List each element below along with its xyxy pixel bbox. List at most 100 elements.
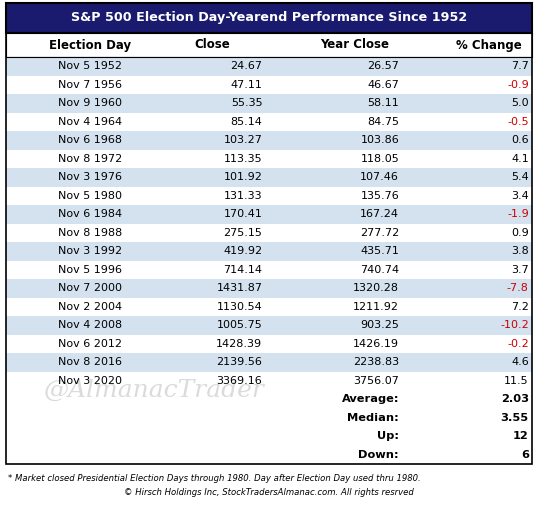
Text: 1320.28: 1320.28 <box>353 283 399 293</box>
Text: Nov 5 1996: Nov 5 1996 <box>58 265 122 275</box>
Text: 103.86: 103.86 <box>361 135 399 145</box>
Text: 58.11: 58.11 <box>368 98 399 108</box>
Bar <box>6 113 532 131</box>
Text: 275.15: 275.15 <box>224 228 262 238</box>
Text: Year Close: Year Close <box>320 38 389 52</box>
Text: Nov 5 1980: Nov 5 1980 <box>58 191 122 201</box>
Text: 1005.75: 1005.75 <box>217 320 262 330</box>
Bar <box>6 205 532 224</box>
Text: 170.41: 170.41 <box>224 209 262 219</box>
Text: Nov 7 2000: Nov 7 2000 <box>58 283 122 293</box>
Text: 103.27: 103.27 <box>224 135 262 145</box>
Bar <box>6 3 532 33</box>
Text: Election Day: Election Day <box>49 38 131 52</box>
Text: Median:: Median: <box>347 413 399 423</box>
Text: * Market closed Presidential Election Days through 1980. Day after Election Day : * Market closed Presidential Election Da… <box>8 474 421 483</box>
Text: 55.35: 55.35 <box>231 98 262 108</box>
Text: 3.8: 3.8 <box>511 246 529 256</box>
Text: 740.74: 740.74 <box>360 265 399 275</box>
Bar <box>6 409 532 427</box>
Text: Nov 2 2004: Nov 2 2004 <box>58 302 122 312</box>
Text: S&P 500 Election Day-Yearend Performance Since 1952: S&P 500 Election Day-Yearend Performance… <box>71 12 467 25</box>
Text: Nov 7 1956: Nov 7 1956 <box>58 80 122 90</box>
Text: -7.8: -7.8 <box>507 283 529 293</box>
Text: Down:: Down: <box>358 450 399 460</box>
Bar <box>6 372 532 390</box>
Text: 135.76: 135.76 <box>361 191 399 201</box>
Text: 3.4: 3.4 <box>511 191 529 201</box>
Bar <box>6 224 532 242</box>
Text: Up:: Up: <box>377 431 399 441</box>
Text: 7.2: 7.2 <box>511 302 529 312</box>
Text: 12: 12 <box>513 431 529 441</box>
Text: 5.0: 5.0 <box>511 98 529 108</box>
Text: 419.92: 419.92 <box>223 246 262 256</box>
Text: 714.14: 714.14 <box>223 265 262 275</box>
Bar <box>6 427 532 445</box>
Bar <box>6 390 532 409</box>
Text: 3756.07: 3756.07 <box>353 376 399 386</box>
Bar <box>6 76 532 94</box>
Bar <box>6 353 532 372</box>
Text: 4.6: 4.6 <box>511 357 529 367</box>
Text: 167.24: 167.24 <box>360 209 399 219</box>
Text: 4.1: 4.1 <box>511 154 529 164</box>
Text: 1130.54: 1130.54 <box>217 302 262 312</box>
Text: 2.03: 2.03 <box>501 394 529 404</box>
Bar <box>6 94 532 113</box>
Text: 84.75: 84.75 <box>367 117 399 127</box>
Bar <box>6 57 532 76</box>
Bar <box>6 33 532 57</box>
Text: © Hirsch Holdings Inc, StockTradersAlmanac.com. All rights resrved: © Hirsch Holdings Inc, StockTradersAlman… <box>124 488 414 497</box>
Text: Nov 3 2020: Nov 3 2020 <box>58 376 122 386</box>
Bar <box>6 186 532 205</box>
Bar <box>6 334 532 353</box>
Text: 1431.87: 1431.87 <box>216 283 262 293</box>
Text: 1211.92: 1211.92 <box>353 302 399 312</box>
Text: 0.9: 0.9 <box>511 228 529 238</box>
Text: Nov 4 2008: Nov 4 2008 <box>58 320 122 330</box>
Text: 3.7: 3.7 <box>511 265 529 275</box>
Text: -10.2: -10.2 <box>500 320 529 330</box>
Text: 47.11: 47.11 <box>231 80 262 90</box>
Text: 0.6: 0.6 <box>511 135 529 145</box>
Bar <box>6 261 532 279</box>
Text: 277.72: 277.72 <box>360 228 399 238</box>
Text: @AlmanacTrader: @AlmanacTrader <box>44 379 265 401</box>
Text: Nov 3 1976: Nov 3 1976 <box>58 172 122 182</box>
Text: 101.92: 101.92 <box>224 172 262 182</box>
Text: 3.55: 3.55 <box>501 413 529 423</box>
Text: -0.2: -0.2 <box>507 339 529 349</box>
Text: 2238.83: 2238.83 <box>353 357 399 367</box>
Bar <box>6 316 532 334</box>
Text: Nov 8 2016: Nov 8 2016 <box>58 357 122 367</box>
Bar <box>6 445 532 464</box>
Bar <box>6 131 532 149</box>
Bar <box>6 149 532 168</box>
Bar <box>6 279 532 297</box>
Text: 107.46: 107.46 <box>360 172 399 182</box>
Text: 903.25: 903.25 <box>360 320 399 330</box>
Text: Nov 9 1960: Nov 9 1960 <box>58 98 122 108</box>
Text: Nov 8 1988: Nov 8 1988 <box>58 228 122 238</box>
Text: Nov 3 1992: Nov 3 1992 <box>58 246 122 256</box>
Bar <box>6 168 532 186</box>
Text: 6: 6 <box>521 450 529 460</box>
Text: Close: Close <box>195 38 230 52</box>
Bar <box>6 297 532 316</box>
Text: 85.14: 85.14 <box>231 117 262 127</box>
Text: Nov 8 1972: Nov 8 1972 <box>58 154 122 164</box>
Text: Average:: Average: <box>342 394 399 404</box>
Text: Nov 5 1952: Nov 5 1952 <box>58 61 122 71</box>
Text: Nov 6 1984: Nov 6 1984 <box>58 209 122 219</box>
Text: -0.5: -0.5 <box>507 117 529 127</box>
Text: 46.67: 46.67 <box>367 80 399 90</box>
Text: -1.9: -1.9 <box>507 209 529 219</box>
Text: 118.05: 118.05 <box>361 154 399 164</box>
Text: 113.35: 113.35 <box>224 154 262 164</box>
Text: 11.5: 11.5 <box>504 376 529 386</box>
Text: % Change: % Change <box>456 38 522 52</box>
Text: -0.9: -0.9 <box>507 80 529 90</box>
Text: 1428.39: 1428.39 <box>216 339 262 349</box>
Text: 1426.19: 1426.19 <box>353 339 399 349</box>
